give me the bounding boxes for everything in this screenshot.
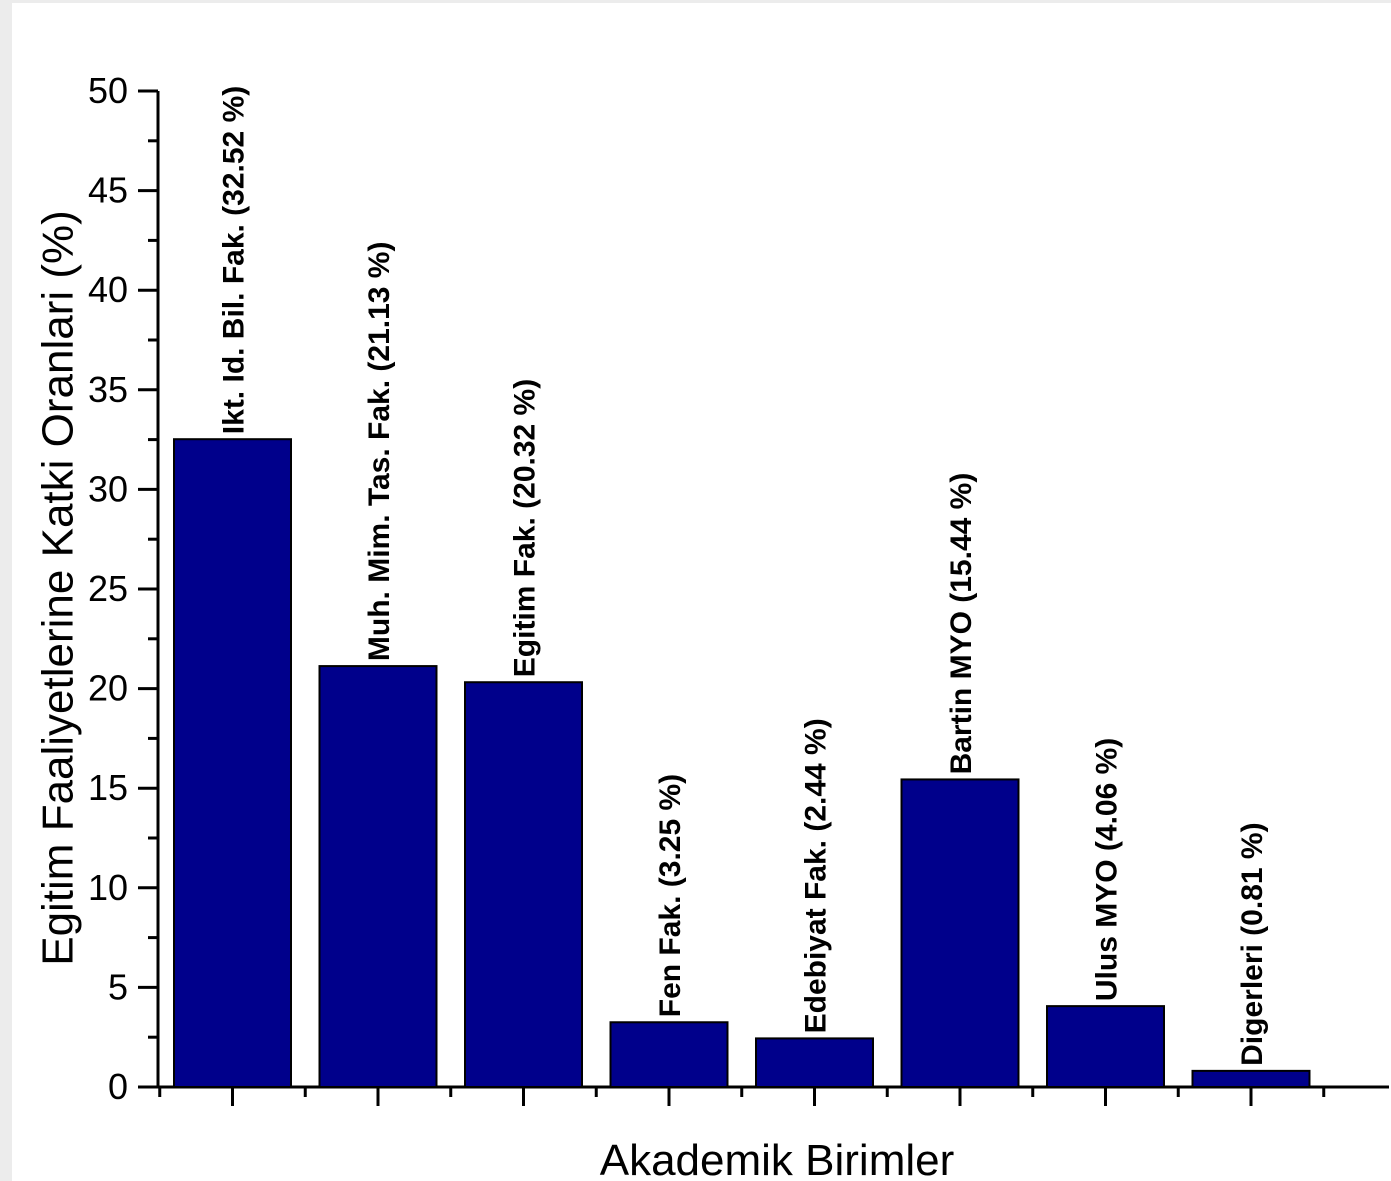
bar: [900, 778, 1020, 1088]
bar: [1046, 1005, 1165, 1089]
bar: [755, 1037, 874, 1088]
page-edge: [0, 0, 12, 1181]
y-tick-label: 0: [108, 1066, 128, 1107]
y-tick-label: 30: [88, 468, 128, 509]
bar-category-label: Edebiyat Fak. (2.44 %): [800, 718, 833, 1033]
bar: [1191, 1069, 1311, 1088]
bar-category-label: Fen Fak. (3.25 %): [654, 774, 687, 1017]
y-tick-label: 25: [88, 568, 128, 609]
bars: [173, 438, 1311, 1089]
y-tick-label: 15: [88, 767, 128, 808]
page-edge: [0, 0, 1391, 3]
y-tick-label: 10: [88, 867, 128, 908]
bar-labels: Ikt. Id. Bil. Fak. (32.52 %) Muh. Mim. Ta…: [218, 86, 1270, 1066]
bar-category-label: Bartin MYO (15.44 %): [945, 473, 978, 775]
y-axis-title: Egitim Faaliyetlerine Katki Oranlari (%): [33, 210, 82, 966]
bar-category-label: Digerleri (0.81 %): [1236, 822, 1269, 1065]
bar: [464, 681, 583, 1088]
y-tick-label: 35: [88, 369, 128, 410]
bar-category-label: Ulus MYO (4.06 %): [1091, 738, 1124, 1001]
bar: [318, 665, 438, 1088]
bar-category-label: Ikt. Id. Bil. Fak. (32.52 %): [218, 86, 251, 434]
axes: 0 5 10 15 20 25 30 35 40 45 50: [88, 70, 1389, 1107]
bar-category-label: Muh. Mim. Tas. Fak. (21.13 %): [363, 242, 396, 662]
bar: [173, 438, 292, 1088]
y-tick-label: 20: [88, 668, 128, 709]
y-tick-label: 40: [88, 269, 128, 310]
bar: [609, 1021, 729, 1089]
y-tick-label: 5: [108, 966, 128, 1007]
x-axis-title: Akademik Birimler: [600, 1136, 955, 1181]
y-tick-label: 45: [88, 170, 128, 211]
y-tick-label: 50: [88, 70, 128, 111]
bar-category-label: Egitim Fak. (20.32 %): [509, 379, 542, 677]
